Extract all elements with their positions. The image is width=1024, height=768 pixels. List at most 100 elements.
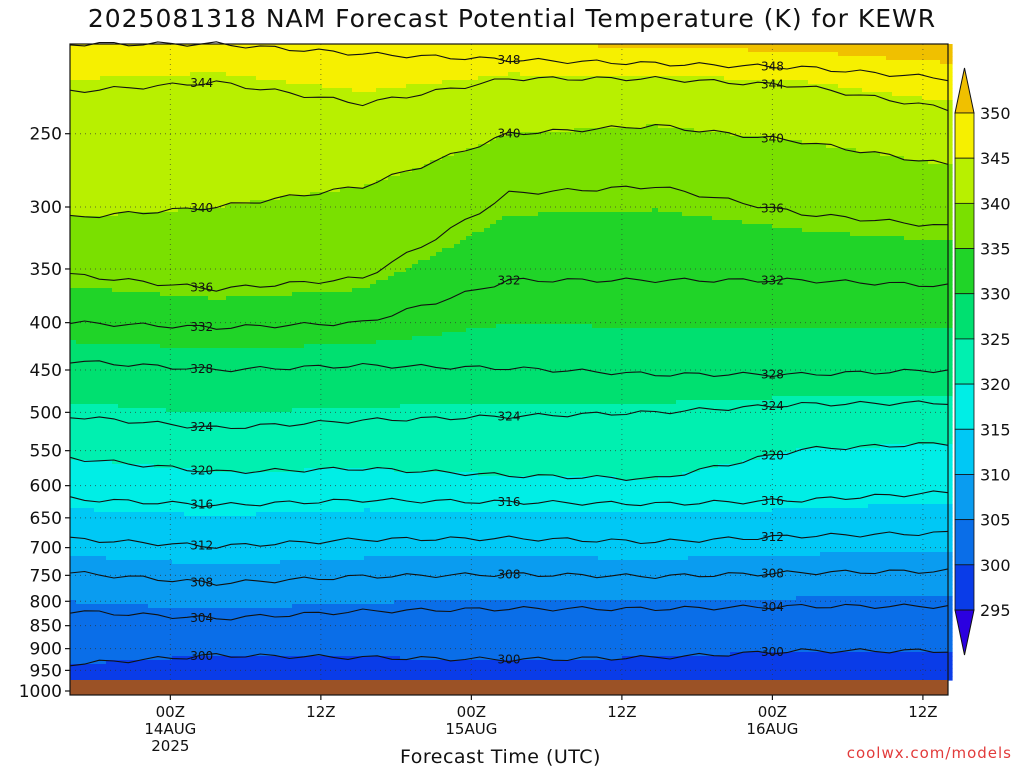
field-cell: [94, 368, 101, 373]
field-cell: [106, 336, 113, 341]
field-cell: [70, 196, 77, 201]
field-cell: [100, 44, 107, 49]
field-cell: [76, 492, 83, 497]
field-cell: [112, 220, 119, 225]
field-cell: [82, 372, 89, 377]
field-cell: [100, 620, 107, 625]
field-cell: [94, 244, 101, 249]
field-cell: [118, 352, 125, 357]
field-cell: [70, 188, 77, 193]
field-cell: [106, 228, 113, 233]
field-cell: [124, 432, 131, 437]
field-cell: [118, 192, 125, 197]
field-cell: [118, 268, 125, 273]
field-cell: [130, 432, 137, 437]
field-cell: [76, 292, 83, 297]
field-cell: [70, 116, 77, 121]
field-cell: [118, 168, 125, 173]
field-cell: [118, 532, 125, 537]
field-cell: [130, 400, 137, 405]
field-cell: [124, 116, 131, 121]
field-cell: [124, 132, 131, 137]
field-cell: [82, 228, 89, 233]
field-cell: [70, 440, 77, 445]
field-cell: [94, 508, 101, 513]
field-cell: [118, 188, 125, 193]
field-cell: [106, 404, 113, 409]
field-cell: [112, 256, 119, 261]
field-cell: [124, 516, 131, 521]
field-cell: [88, 156, 95, 161]
field-cell: [70, 152, 77, 157]
field-cell: [124, 336, 131, 341]
field-cell: [94, 344, 101, 349]
field-cell: [76, 540, 83, 545]
field-cell: [112, 588, 119, 593]
field-cell: [76, 412, 83, 417]
field-cell: [88, 472, 95, 477]
field-cell: [124, 120, 131, 125]
field-cell: [106, 272, 113, 277]
field-cell: [106, 120, 113, 125]
field-cell: [124, 508, 131, 513]
field-cell: [100, 436, 107, 441]
field-cell: [124, 640, 131, 645]
field-cell: [118, 580, 125, 585]
field-cell: [118, 592, 125, 597]
field-cell: [118, 96, 125, 101]
field-cell: [76, 676, 83, 681]
field-cell: [88, 364, 95, 369]
field-cell: [88, 508, 95, 513]
field-cell: [112, 436, 119, 441]
field-cell: [106, 420, 113, 425]
field-cell: [76, 404, 83, 409]
field-cell: [106, 316, 113, 321]
field-cell: [70, 276, 77, 281]
field-cell: [124, 348, 131, 353]
field-cell: [124, 440, 131, 445]
field-cell: [106, 492, 113, 497]
field-cell: [118, 428, 125, 433]
field-cell: [112, 288, 119, 293]
field-cell: [76, 376, 83, 381]
field-cell: [100, 204, 107, 209]
field-cell: [82, 156, 89, 161]
field-cell: [100, 420, 107, 425]
field-cell: [106, 672, 113, 677]
field-cell: [112, 192, 119, 197]
field-cell: [76, 324, 83, 329]
field-cell: [88, 184, 95, 189]
field-cell: [70, 288, 77, 293]
field-cell: [88, 224, 95, 229]
field-cell: [106, 300, 113, 305]
field-cell: [88, 544, 95, 549]
field-cell: [118, 244, 125, 249]
field-cell: [124, 236, 131, 241]
field-cell: [82, 236, 89, 241]
field-cell: [118, 516, 125, 521]
field-cell: [82, 60, 89, 65]
field-cell: [100, 244, 107, 249]
field-cell: [118, 220, 125, 225]
field-cell: [100, 220, 107, 225]
field-cell: [88, 332, 95, 337]
field-cell: [76, 96, 83, 101]
field-cell: [118, 504, 125, 509]
field-cell: [112, 204, 119, 209]
field-cell: [76, 588, 83, 593]
field-cell: [82, 72, 89, 77]
field-cell: [70, 452, 77, 457]
field-cell: [112, 328, 119, 333]
field-cell: [106, 372, 113, 377]
field-cell: [76, 468, 83, 473]
field-cell: [112, 296, 119, 301]
field-cell: [88, 336, 95, 341]
field-cell: [94, 56, 101, 61]
field-cell: [76, 624, 83, 629]
field-cell: [112, 264, 119, 269]
field-cell: [118, 68, 125, 73]
field-cell: [100, 672, 107, 677]
field-cell: [88, 292, 95, 297]
field-cell: [70, 304, 77, 309]
field-cell: [82, 436, 89, 441]
